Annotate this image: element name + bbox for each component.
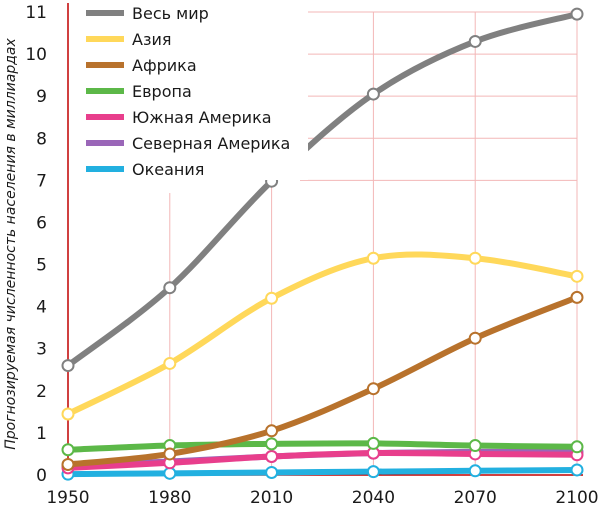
data-point bbox=[265, 449, 279, 463]
series-line bbox=[65, 440, 580, 453]
series-line bbox=[65, 466, 580, 478]
y-tick-label: 6 bbox=[36, 213, 47, 233]
series-group bbox=[61, 251, 584, 421]
data-point bbox=[163, 356, 177, 370]
data-point bbox=[366, 465, 380, 479]
y-tick-label: 1 bbox=[36, 424, 47, 444]
data-point bbox=[366, 382, 380, 396]
x-tick-label: 1980 bbox=[148, 488, 191, 508]
y-tick-label: 9 bbox=[36, 87, 47, 107]
y-tick-label: 2 bbox=[36, 382, 47, 402]
series-line bbox=[65, 294, 580, 468]
data-point bbox=[61, 407, 75, 421]
data-point bbox=[468, 34, 482, 48]
y-tick-label: 8 bbox=[36, 129, 47, 149]
data-point bbox=[61, 457, 75, 471]
data-point bbox=[265, 424, 279, 438]
y-tick-label: 4 bbox=[36, 298, 47, 318]
y-tick-label: 0 bbox=[36, 466, 47, 486]
legend-label: Южная Америка bbox=[132, 108, 272, 127]
data-point bbox=[570, 269, 584, 283]
y-tick-label: 10 bbox=[25, 45, 47, 65]
series-group bbox=[61, 7, 584, 373]
y-tick-label: 11 bbox=[25, 3, 47, 23]
y-tick-label: 3 bbox=[36, 340, 47, 360]
data-point bbox=[366, 87, 380, 101]
legend-label: Весь мир bbox=[132, 4, 209, 23]
legend-label: Африка bbox=[132, 56, 197, 75]
y-axis-title: Прогнозируемая численность населения в м… bbox=[3, 38, 19, 450]
legend-label: Северная Америка bbox=[132, 134, 290, 153]
legend-label: Азия bbox=[132, 30, 171, 49]
series-line bbox=[65, 251, 580, 417]
data-point bbox=[468, 439, 482, 453]
series-group bbox=[61, 446, 584, 475]
data-point bbox=[468, 331, 482, 345]
x-tick-label: 2100 bbox=[555, 488, 598, 508]
legend-label: Европа bbox=[132, 82, 192, 101]
data-point bbox=[163, 466, 177, 480]
data-point bbox=[570, 290, 584, 304]
data-point bbox=[366, 251, 380, 265]
data-point bbox=[570, 7, 584, 21]
x-tick-label: 2070 bbox=[454, 488, 497, 508]
series-group bbox=[61, 290, 584, 471]
legend-label: Океания bbox=[132, 160, 204, 179]
data-point bbox=[163, 447, 177, 461]
series-layer bbox=[61, 7, 584, 481]
data-point bbox=[163, 281, 177, 295]
legend: Весь мир Азия Африка Европа Южная Америка Сев… bbox=[76, 0, 308, 180]
data-point bbox=[61, 359, 75, 373]
data-point bbox=[61, 443, 75, 457]
data-point bbox=[366, 436, 380, 450]
data-point bbox=[570, 463, 584, 477]
x-tick-label: 2040 bbox=[352, 488, 395, 508]
y-tick-label: 5 bbox=[36, 256, 47, 276]
label-layer: 0 1 2 3 4 5 6 7 8 9 10 11 1950 1980 2010 2040 2070 2100 bbox=[25, 3, 598, 508]
data-point bbox=[570, 440, 584, 454]
x-tick-label: 1950 bbox=[46, 488, 89, 508]
data-point bbox=[265, 291, 279, 305]
data-point bbox=[468, 251, 482, 265]
data-point bbox=[468, 464, 482, 478]
data-point bbox=[265, 465, 279, 479]
x-tick-label: 2010 bbox=[250, 488, 293, 508]
series-line bbox=[65, 450, 580, 471]
y-tick-label: 7 bbox=[36, 171, 47, 191]
data-point bbox=[265, 437, 279, 451]
